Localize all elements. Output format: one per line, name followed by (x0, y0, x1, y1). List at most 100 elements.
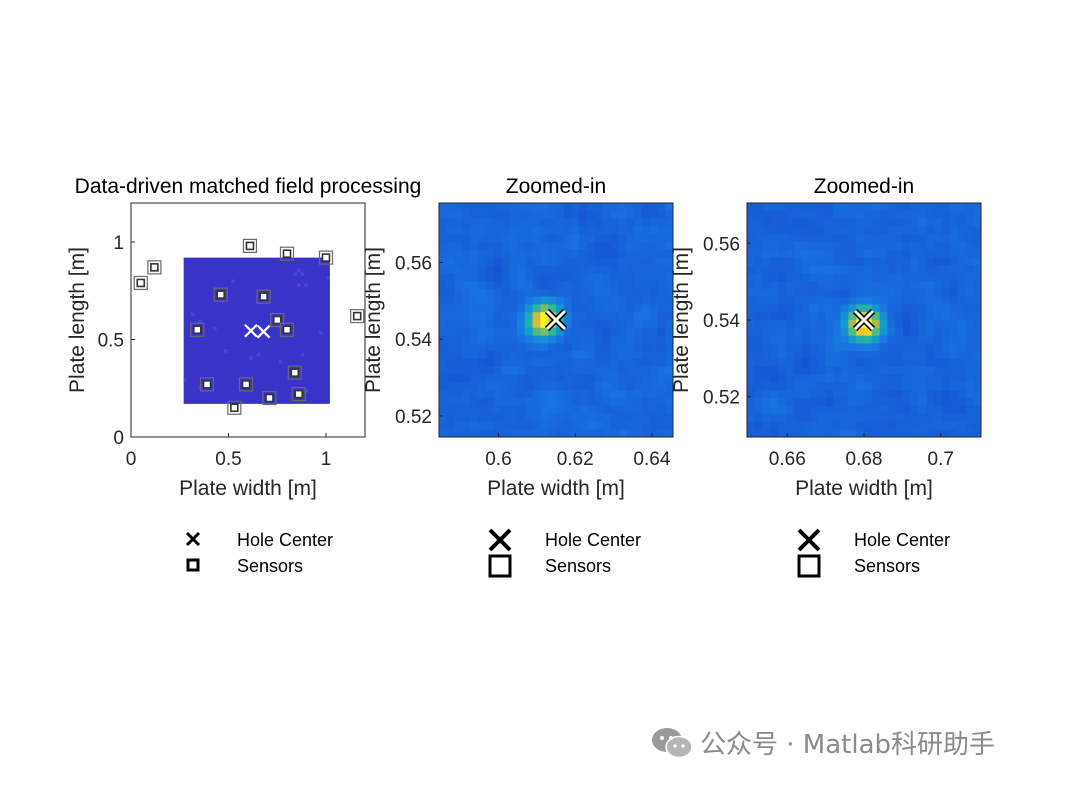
p1-sensor-marker (227, 400, 242, 415)
p2-heatmap-cell (548, 374, 557, 383)
p3-heatmap-cell (926, 218, 935, 227)
panel1-legend-sensors-label: Sensors (237, 556, 303, 576)
p2-heatmap-cell (579, 320, 588, 329)
p3-heatmap-cell (809, 265, 818, 274)
p2-heatmap-cell (571, 281, 580, 290)
p2-heatmap-cell (501, 265, 510, 274)
p3-heatmap-cell (879, 218, 888, 227)
p3-heatmap-cell (817, 249, 826, 259)
p3-heatmap-cell (856, 366, 865, 376)
p2-heatmap-cell (595, 405, 604, 415)
p3-heatmap-cell (801, 226, 810, 235)
p3-heatmap-cell (801, 296, 810, 305)
p1-ytick-label: 0 (113, 428, 124, 449)
p2-heatmap-cell (532, 405, 541, 415)
p1-field-cell (212, 327, 217, 331)
p2-heatmap-cell (517, 335, 526, 344)
p2-heatmap-cell (446, 281, 456, 290)
p3-heatmap-cell (864, 429, 873, 438)
p2-heatmap-cell (610, 242, 619, 251)
p3-heatmap-cell (809, 327, 818, 337)
p2-heatmap-cell (618, 288, 627, 298)
p3-heatmap-cell (793, 382, 803, 391)
p2-heatmap-cell (571, 390, 580, 399)
p3-heatmap-cell (973, 382, 982, 391)
p2-heatmap-cell (610, 343, 619, 352)
p1-field-cell (300, 272, 305, 276)
p2-heatmap-cell (548, 335, 557, 344)
p3-heatmap-cell (965, 374, 974, 383)
p3-heatmap-cell (871, 366, 881, 376)
p2-heatmap-cell (634, 320, 643, 329)
p3-heatmap-cell (825, 343, 834, 352)
p3-heatmap-cell (864, 351, 873, 360)
p3-heatmap-cell (817, 203, 826, 212)
p3-heatmap-cell (825, 281, 834, 290)
p2-heatmap-cell (446, 242, 456, 251)
p2-heatmap-cell (610, 281, 619, 290)
p3-heatmap-cell (825, 390, 834, 399)
p2-heatmap-cell (548, 327, 557, 337)
p3-heatmap-cell (770, 288, 779, 298)
p2-heatmap-cell (509, 343, 518, 352)
p2-heatmap-cell (524, 343, 534, 352)
p2-heatmap-cell (563, 335, 573, 344)
p3-heatmap-cell (895, 226, 904, 235)
p2-heatmap-cell (610, 405, 619, 415)
p3-heatmap-cell (832, 413, 842, 422)
p3-heatmap-cell (942, 421, 951, 430)
p2-heatmap-cell (470, 281, 479, 290)
p2-heatmap-cell (563, 327, 573, 337)
p3-heatmap-cell (957, 351, 966, 360)
p3-heatmap-cell (793, 413, 803, 422)
p3-heatmap-cell (973, 210, 982, 220)
p3-heatmap-cell (817, 296, 826, 305)
p3-heatmap-cell (934, 273, 943, 282)
p3-heatmap-cell (887, 390, 896, 399)
p3-heatmap-cell (864, 281, 873, 290)
p3-heatmap-cell (887, 327, 896, 337)
p2-heatmap-cell (571, 421, 580, 430)
p3-heatmap-cell (926, 429, 935, 438)
p2-heatmap-cell (454, 398, 463, 407)
p2-heatmap-cell (641, 413, 651, 422)
p3-heatmap-cell (770, 327, 779, 337)
p3-heatmap-cell (926, 226, 935, 235)
p2-heatmap-cell (641, 296, 651, 305)
p3-heatmap-cell (754, 312, 764, 321)
p3-heatmap-cell (786, 413, 795, 422)
p3-heatmap-cell (918, 296, 927, 305)
p3-heatmap-cell (770, 343, 779, 352)
p3-heatmap-cell (949, 218, 959, 227)
p2-heatmap-cell (556, 421, 565, 430)
p3-heatmap-cell (887, 296, 896, 305)
p2-heatmap-cell (602, 249, 612, 259)
p2-heatmap-cell (548, 288, 557, 298)
p3-heatmap-cell (848, 320, 857, 329)
p3-heatmap-cell (840, 366, 849, 376)
p2-heatmap-cell (618, 210, 627, 220)
p3-heatmap-cell (887, 226, 896, 235)
p2-heatmap-cell (439, 210, 448, 220)
p2-heatmap-cell (579, 265, 588, 274)
p3-heatmap-cell (825, 210, 834, 220)
p3-heatmap-cell (848, 257, 857, 266)
panel2-heatmap (439, 203, 674, 438)
p2-heatmap-cell (532, 234, 541, 243)
p3-heatmap-cell (895, 359, 904, 368)
p2-heatmap-cell (665, 359, 674, 368)
p2-heatmap-cell (470, 218, 479, 227)
p2-heatmap-cell (454, 288, 463, 298)
p3-heatmap-cell (825, 374, 834, 383)
p3-heatmap-cell (918, 242, 927, 251)
p2-heatmap-cell (493, 296, 502, 305)
p3-heatmap-cell (848, 343, 857, 352)
p2-heatmap-cell (493, 359, 502, 368)
p2-heatmap-cell (618, 374, 627, 383)
p2-heatmap-cell (595, 351, 604, 360)
p3-heatmap-cell (825, 234, 834, 243)
p3-heatmap-cell (747, 218, 756, 227)
p2-heatmap-cell (587, 226, 596, 235)
p2-heatmap-cell (478, 320, 487, 329)
p3-heatmap-cell (918, 359, 927, 368)
